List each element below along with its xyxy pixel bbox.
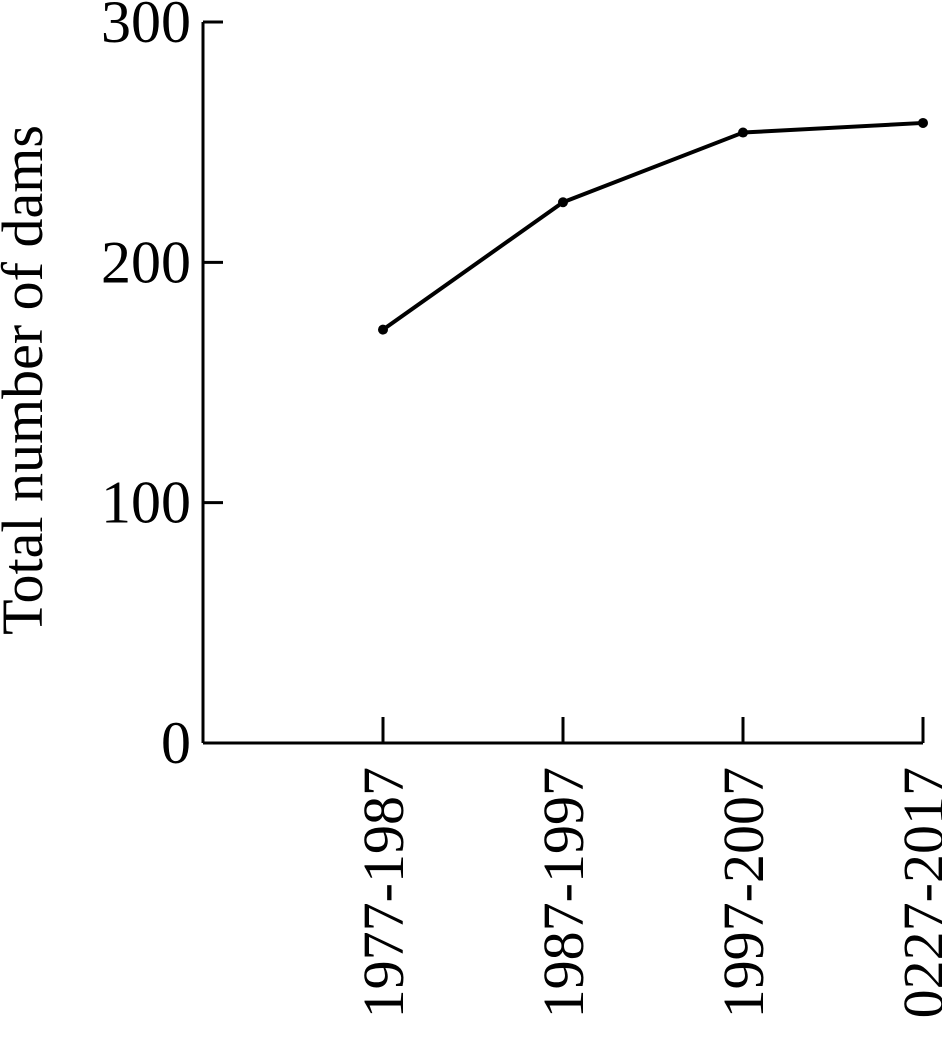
x-tick-label: 1987-1997: [531, 767, 596, 1018]
data-point: [558, 197, 568, 208]
y-tick-label: 200: [101, 229, 191, 295]
y-tick-label: 300: [101, 0, 191, 55]
data-point: [738, 127, 748, 138]
y-tick-label: 0: [161, 710, 191, 776]
x-tick-label: 0227-2017: [891, 767, 942, 1018]
x-tick-label: 1977-1987: [351, 767, 416, 1018]
y-tick-label: 100: [101, 470, 191, 536]
x-tick-label: 1997-2007: [711, 767, 776, 1018]
series-layer: [378, 117, 928, 335]
data-point: [918, 117, 928, 128]
series-line: [381, 120, 924, 332]
y-axis-title: Total number of dams: [0, 125, 55, 635]
data-point: [378, 324, 388, 335]
axes: 0 100 200 300 1977-1987 1987-1997 1997-2007 022…: [101, 0, 942, 1018]
